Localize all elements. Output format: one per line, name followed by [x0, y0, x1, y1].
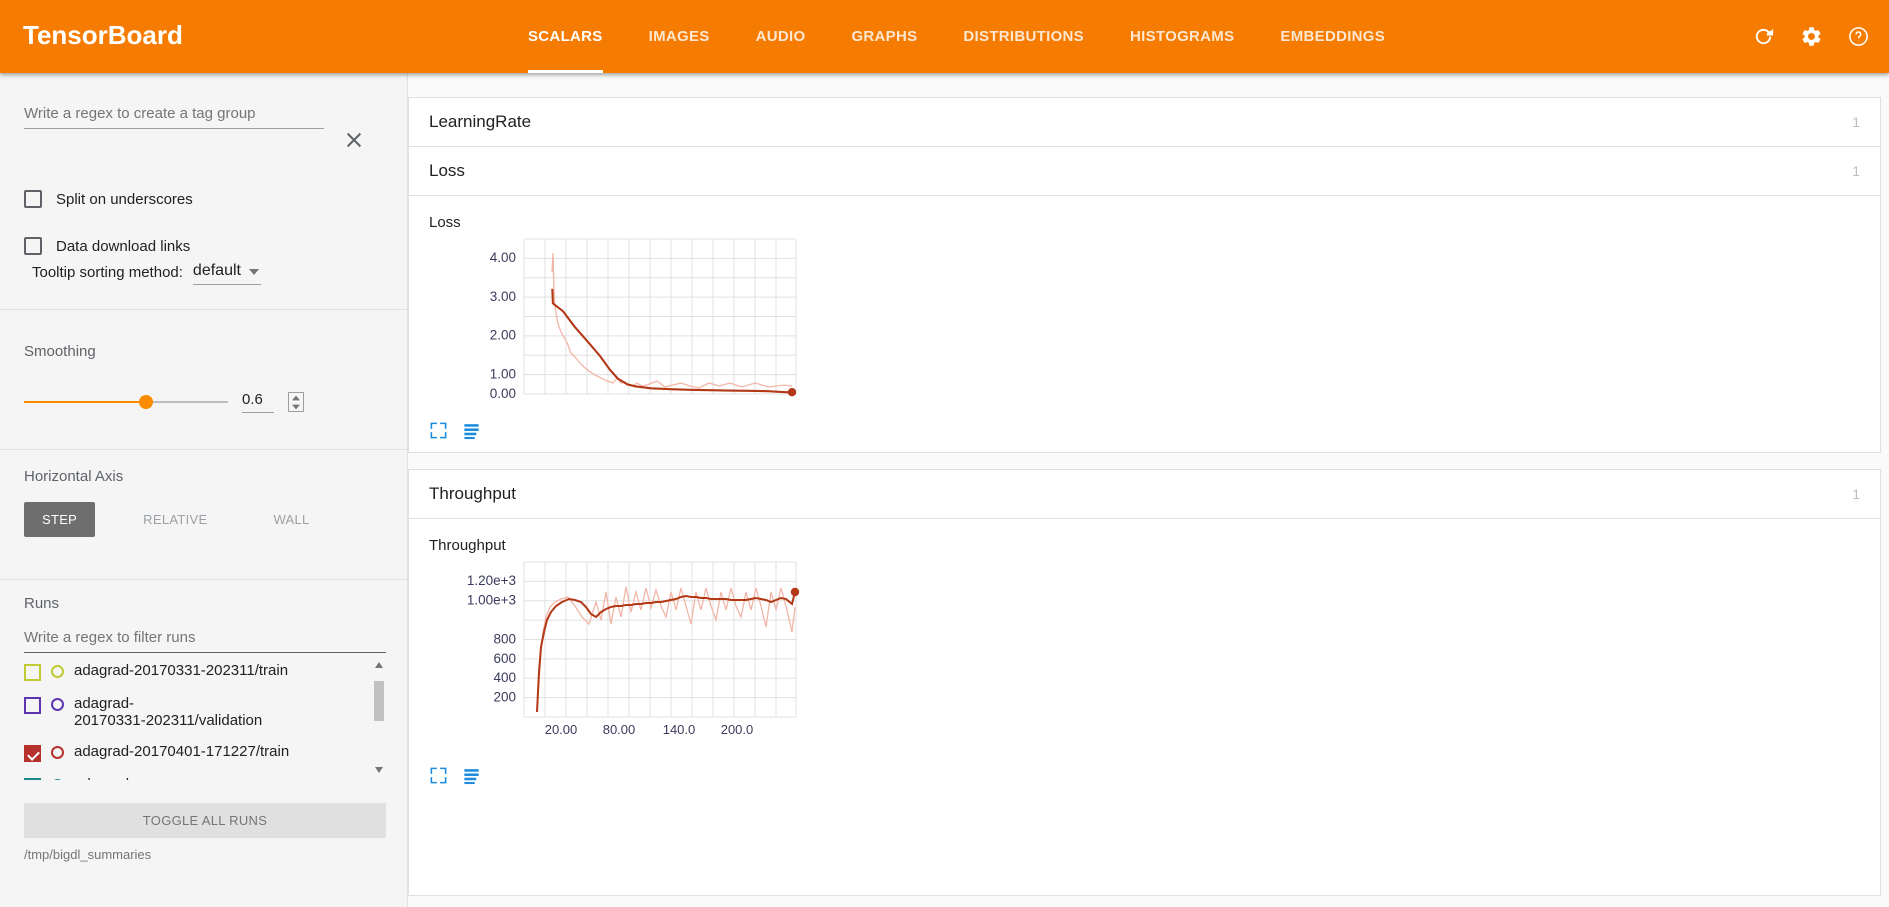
svg-text:0.00: 0.00 — [490, 386, 516, 401]
svg-text:80.00: 80.00 — [603, 722, 636, 737]
svg-text:400: 400 — [493, 670, 516, 685]
svg-text:200.0: 200.0 — [721, 722, 754, 737]
svg-text:3.00: 3.00 — [490, 289, 516, 304]
svg-text:140.0: 140.0 — [663, 722, 696, 737]
svg-text:200: 200 — [493, 690, 516, 705]
svg-text:2.00: 2.00 — [490, 328, 516, 343]
svg-text:4.00: 4.00 — [490, 250, 516, 265]
svg-text:600: 600 — [493, 651, 516, 666]
svg-text:20.00: 20.00 — [545, 722, 578, 737]
svg-text:800: 800 — [493, 632, 516, 647]
svg-text:1.00e+3: 1.00e+3 — [467, 593, 516, 608]
svg-text:1.00: 1.00 — [490, 366, 516, 381]
svg-text:1.20e+3: 1.20e+3 — [467, 573, 516, 588]
